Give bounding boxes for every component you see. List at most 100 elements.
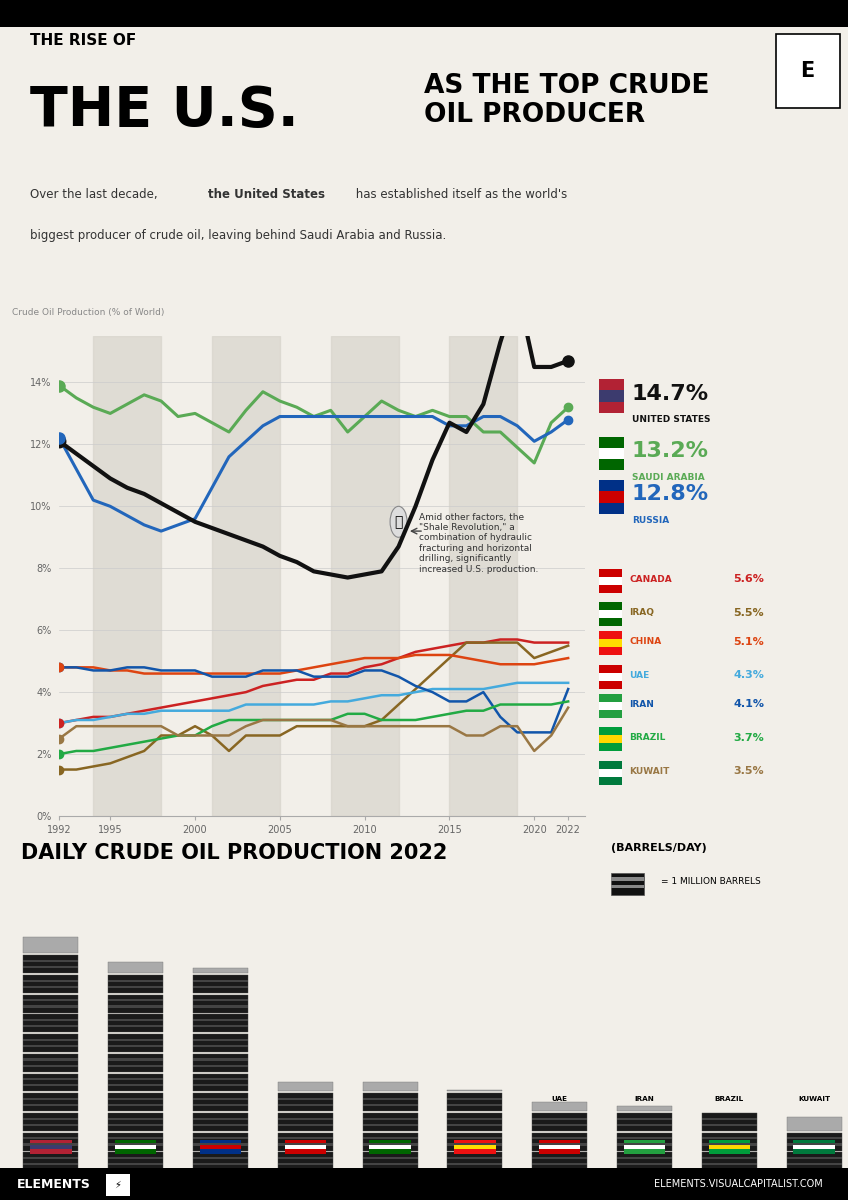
Bar xyxy=(787,1163,841,1165)
Bar xyxy=(370,1140,410,1153)
Bar xyxy=(193,1112,248,1130)
Bar xyxy=(108,1000,163,1002)
Bar xyxy=(108,1163,163,1165)
Bar xyxy=(455,1140,495,1153)
Bar xyxy=(611,872,644,895)
Bar xyxy=(193,1019,248,1021)
Bar xyxy=(599,640,622,647)
Bar xyxy=(599,761,622,785)
Bar xyxy=(599,611,622,618)
Text: 4.5M: 4.5M xyxy=(293,1124,318,1133)
Bar xyxy=(611,884,644,888)
Bar xyxy=(362,1104,417,1106)
Bar xyxy=(108,995,163,1013)
Bar xyxy=(617,1112,672,1130)
Bar xyxy=(362,1123,417,1126)
Bar xyxy=(362,1112,417,1130)
Text: 14.7%: 14.7% xyxy=(632,384,709,403)
Bar xyxy=(701,1112,756,1130)
Text: CANADA: CANADA xyxy=(629,575,672,584)
Bar xyxy=(448,1098,502,1100)
Bar xyxy=(23,985,78,988)
Text: 4.3%: 4.3% xyxy=(734,671,764,680)
Bar xyxy=(599,390,624,402)
Text: Crude Oil Production (% of World): Crude Oil Production (% of World) xyxy=(12,307,165,317)
Text: has established itself as the world's: has established itself as the world's xyxy=(352,188,567,202)
Bar xyxy=(787,1138,841,1140)
Text: biggest producer of crude oil, leaving behind Saudi Arabia and Russia.: biggest producer of crude oil, leaving b… xyxy=(30,229,446,241)
Text: 3.7%: 3.7% xyxy=(734,733,764,743)
Bar xyxy=(599,673,622,680)
Bar xyxy=(0,0,848,26)
Bar xyxy=(193,1144,248,1146)
Text: IRAN: IRAN xyxy=(634,1096,655,1102)
Bar xyxy=(599,665,622,689)
Text: 5.1%: 5.1% xyxy=(734,637,764,647)
Text: 4.5M: 4.5M xyxy=(377,1124,403,1133)
Bar xyxy=(108,1045,163,1046)
Bar xyxy=(278,1093,332,1111)
Bar xyxy=(448,1133,502,1151)
Bar xyxy=(108,1144,163,1146)
Text: UAE: UAE xyxy=(629,671,650,680)
Text: Crude oil including lease condensate. (barrels per day): Crude oil including lease condensate. (b… xyxy=(21,1176,232,1186)
Bar xyxy=(539,1145,580,1150)
Bar xyxy=(108,1034,163,1052)
Bar xyxy=(448,1152,502,1170)
Bar xyxy=(278,1133,332,1151)
Bar xyxy=(285,1140,326,1153)
Text: ELEMENTS: ELEMENTS xyxy=(17,1178,91,1190)
Bar xyxy=(108,1112,163,1130)
Bar xyxy=(108,962,163,973)
Bar xyxy=(787,1152,841,1170)
Bar xyxy=(533,1163,587,1165)
Bar xyxy=(278,1104,332,1106)
Bar xyxy=(448,1157,502,1159)
Bar xyxy=(193,1117,248,1120)
Bar xyxy=(193,1157,248,1159)
Bar xyxy=(23,1019,78,1021)
Bar xyxy=(533,1157,587,1159)
Bar xyxy=(599,727,622,751)
Bar xyxy=(108,1025,163,1027)
Text: SAUDI ARABIA: SAUDI ARABIA xyxy=(632,473,705,482)
Bar xyxy=(108,1085,163,1086)
Bar xyxy=(709,1140,750,1153)
Bar xyxy=(617,1123,672,1126)
Bar xyxy=(448,1163,502,1165)
Text: ELEMENTS.VISUALCAPITALIST.COM: ELEMENTS.VISUALCAPITALIST.COM xyxy=(654,1180,823,1189)
Text: 12.8%: 12.8% xyxy=(632,485,709,504)
Bar xyxy=(23,979,78,982)
Bar xyxy=(278,1138,332,1140)
Text: E: E xyxy=(801,60,815,80)
Bar xyxy=(193,1093,248,1111)
Bar xyxy=(0,1169,848,1200)
Bar xyxy=(701,1117,756,1120)
Bar xyxy=(278,1112,332,1130)
Bar xyxy=(23,1058,78,1061)
Bar xyxy=(362,1157,417,1159)
Text: SAUDI
ARABIA: SAUDI ARABIA xyxy=(120,1096,151,1109)
Bar xyxy=(599,379,624,413)
Bar xyxy=(362,1093,417,1111)
Text: 10.3M: 10.3M xyxy=(203,1123,238,1133)
Bar xyxy=(599,631,622,655)
Bar xyxy=(599,480,624,514)
Bar xyxy=(108,1074,163,1091)
Bar xyxy=(278,1163,332,1165)
Bar xyxy=(533,1123,587,1126)
Text: KUWAIT: KUWAIT xyxy=(798,1096,830,1102)
Bar xyxy=(701,1133,756,1151)
Bar xyxy=(193,974,248,992)
Text: (BARRELS/DAY): (BARRELS/DAY) xyxy=(611,842,706,853)
Bar xyxy=(108,1039,163,1040)
Bar xyxy=(617,1117,672,1120)
Bar xyxy=(193,1000,248,1002)
Bar xyxy=(533,1152,587,1170)
Bar xyxy=(448,1104,502,1106)
Bar xyxy=(108,1152,163,1170)
Bar xyxy=(448,1117,502,1120)
Bar xyxy=(23,1144,78,1146)
Text: BRAZIL: BRAZIL xyxy=(629,733,666,743)
Bar xyxy=(533,1133,587,1151)
